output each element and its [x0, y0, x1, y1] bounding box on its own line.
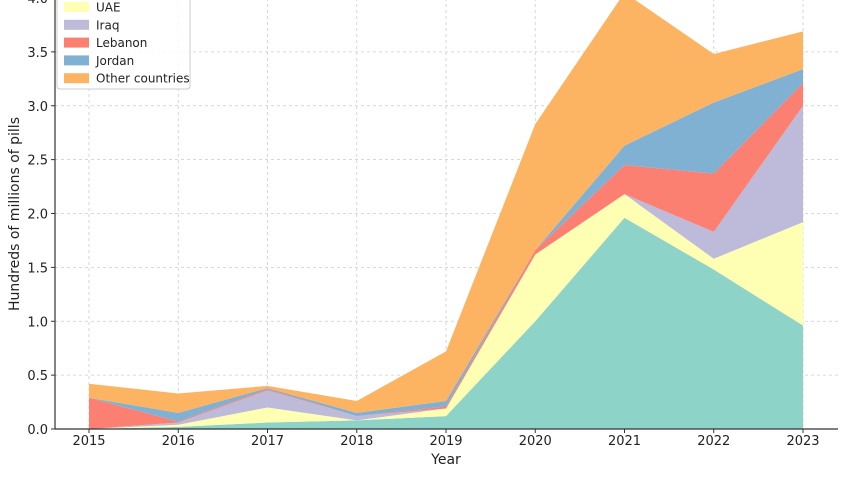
x-tick-label: 2022: [697, 434, 730, 449]
x-axis-ticks: 2015 2016 2017 2018 2019 2020 2021 2022 2023: [72, 429, 820, 449]
legend-swatch: [64, 55, 89, 66]
y-tick-label: 4.0: [27, 0, 48, 7]
legend-label: UAE: [96, 1, 121, 15]
legend: UAE Iraq Lebanon Jordan Other countries: [56, 0, 191, 90]
y-axis-label: Hundreds of millions of pills: [7, 117, 23, 311]
y-tick-label: 2.5: [27, 154, 48, 169]
legend-label: Iraq: [96, 18, 119, 32]
legend-swatch: [64, 37, 89, 48]
y-tick-label: 0.0: [27, 423, 48, 438]
area-other-countries: [89, 0, 803, 413]
legend-label: Jordan: [95, 54, 134, 68]
y-tick-label: 2.0: [27, 208, 48, 223]
x-tick-label: 2021: [608, 434, 641, 449]
legend-label: Lebanon: [96, 36, 147, 50]
x-axis-label: Year: [430, 452, 461, 468]
legend-box: [56, 0, 191, 90]
area-series-1: [89, 217, 803, 429]
x-tick-label: 2016: [162, 434, 195, 449]
area-lebanon: [89, 83, 803, 430]
x-tick-label: 2015: [72, 434, 105, 449]
x-tick-label: 2020: [519, 434, 552, 449]
x-tick-label: 2018: [340, 434, 373, 449]
area-series: [89, 0, 803, 430]
x-tick-label: 2023: [786, 434, 819, 449]
y-tick-label: 3.5: [27, 46, 48, 61]
y-tick-label: 3.0: [27, 100, 48, 115]
x-tick-label: 2017: [251, 434, 284, 449]
legend-swatch: [64, 2, 89, 12]
legend-swatch: [64, 19, 89, 30]
legend-swatch: [64, 73, 89, 84]
legend-label: Other countries: [96, 72, 190, 86]
y-tick-label: 1.5: [27, 261, 48, 276]
y-axis-ticks: 0.0 0.5 1.0 1.5 2.0 2.5 3.0 3.5 4.0: [27, 0, 55, 438]
x-tick-label: 2019: [429, 434, 462, 449]
y-tick-label: 0.5: [27, 369, 48, 384]
y-tick-label: 1.0: [27, 315, 48, 330]
area-jordan: [89, 69, 803, 422]
